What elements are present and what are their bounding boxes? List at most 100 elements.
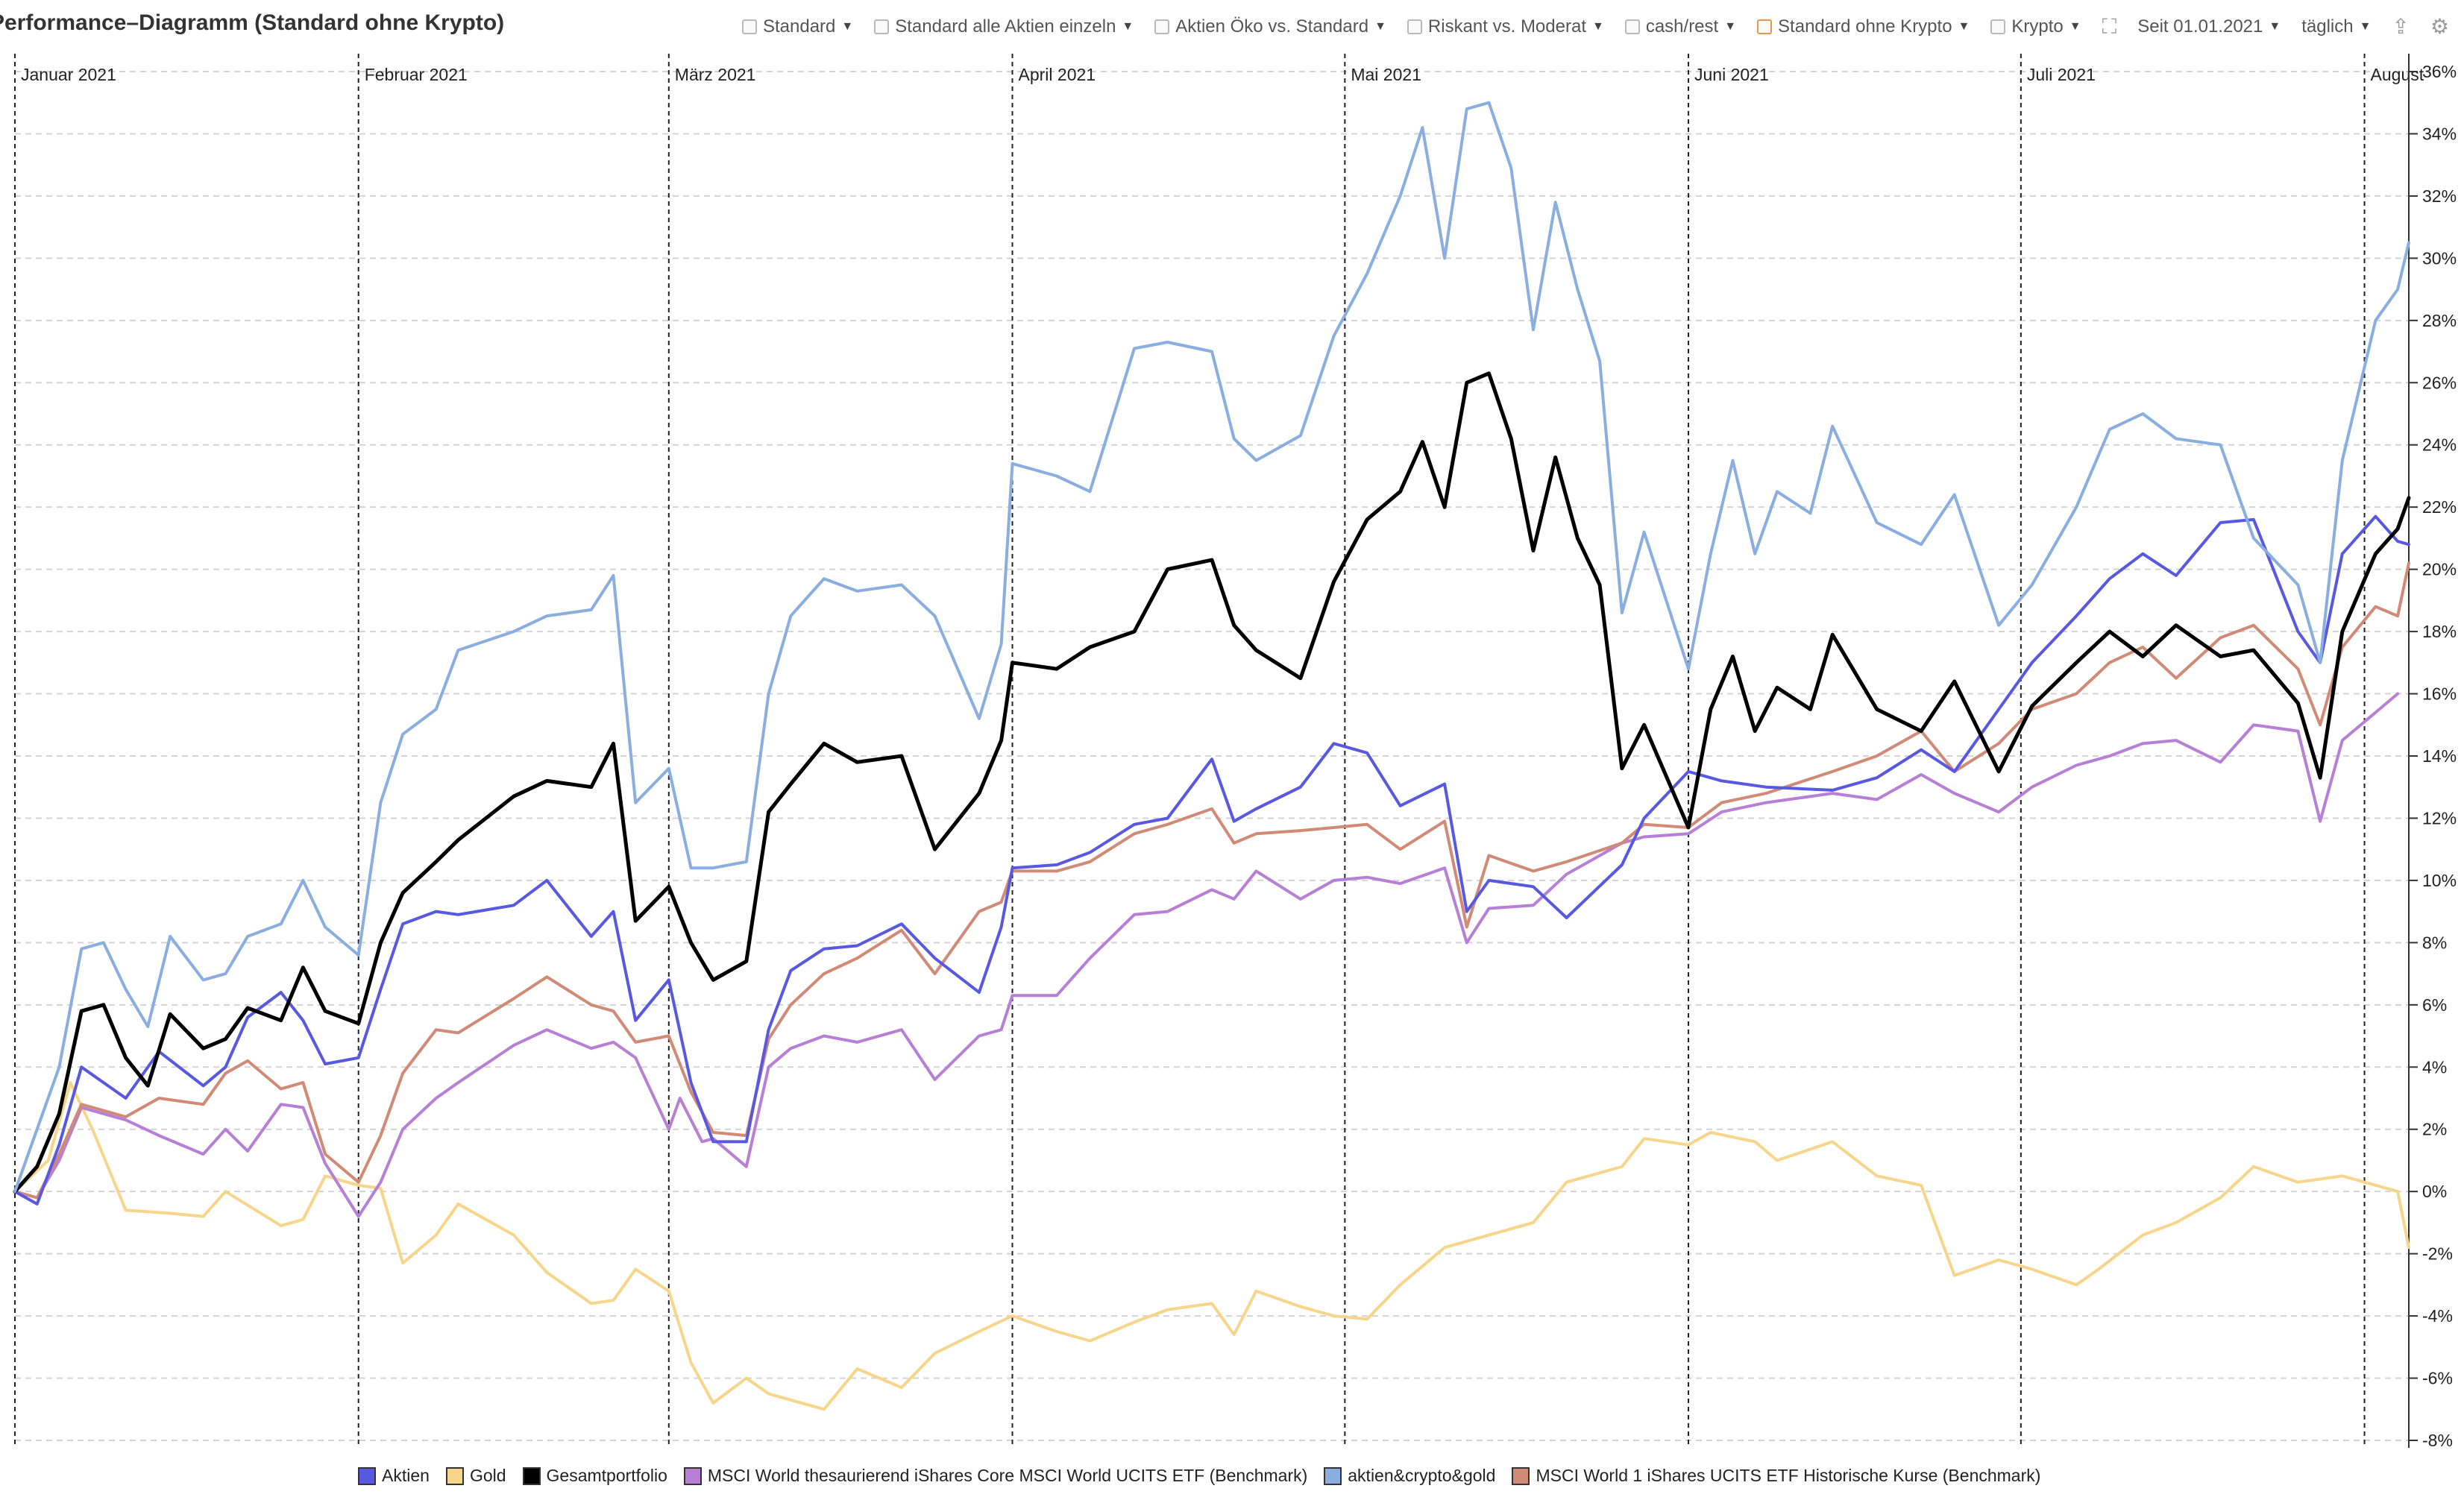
month-label: Juli 2021 (2027, 65, 2096, 84)
y-tick-label: 6% (2422, 995, 2447, 1015)
legend-swatch (358, 1466, 376, 1485)
performance-chart: Januar 2021 Februar 2021 März 2021 April 20… (13, 54, 2457, 1448)
legend-label: Gold (469, 1466, 506, 1485)
month-label: Juni 2021 (1694, 65, 1769, 84)
checkbox-icon[interactable] (1757, 19, 1773, 34)
y-tick-label: 34% (2422, 124, 2457, 143)
legend-item[interactable]: Aktien (358, 1466, 430, 1486)
legend-swatch (683, 1466, 702, 1485)
view-toggle-aktien-oeko[interactable]: Aktien Öko vs. Standard ▼ (1154, 16, 1386, 37)
view-label: cash/rest (1645, 16, 1719, 37)
view-toggle-krypto[interactable]: Krypto ▼ (1990, 16, 2081, 37)
period-label: Seit 01.01.2021 (2137, 16, 2263, 37)
y-axis: -8% -6% -4% -2% 0% 2% 4% 6% 8% 10% 12% 14% 16% 18% 20%… (2408, 54, 2457, 1448)
legend-item[interactable]: MSCI World 1 iShares UCITS ETF Historisc… (1512, 1466, 2040, 1486)
series-line (13, 692, 2400, 1218)
y-tick-label: -2% (2422, 1244, 2453, 1264)
y-tick-label: 20% (2422, 560, 2457, 579)
month-label: April 2021 (1019, 65, 1096, 84)
legend-item[interactable]: MSCI World thesaurierend iShares Core MS… (683, 1466, 1308, 1486)
expand-icon[interactable]: ⛶ (2102, 15, 2117, 38)
view-toggle-standard[interactable]: Standard ▼ (741, 16, 854, 37)
legend-label: Aktien (382, 1466, 430, 1485)
month-label: Mai 2021 (1351, 65, 1421, 84)
legend: Aktien Gold Gesamtportfolio MSCI World thes… (358, 1466, 2040, 1486)
caret-down-icon[interactable]: ▼ (2269, 20, 2281, 33)
y-tick-label: 12% (2422, 808, 2457, 828)
checkbox-icon[interactable] (874, 19, 890, 34)
caret-down-icon[interactable]: ▼ (1122, 20, 1134, 33)
caret-down-icon[interactable]: ▼ (2069, 20, 2081, 33)
y-tick-label: 26% (2422, 373, 2457, 392)
series-line (13, 101, 2410, 1194)
y-tick-label: 14% (2422, 746, 2457, 766)
series-line (13, 514, 2410, 1206)
checkbox-icon[interactable] (1407, 19, 1422, 34)
y-tick-label: -4% (2422, 1306, 2453, 1326)
export-icon[interactable]: ⇪ (2392, 15, 2410, 38)
chart-controls: Standard ▼ Standard alle Aktien einzeln … (741, 13, 2449, 40)
legend-item[interactable]: Gold (445, 1466, 506, 1486)
legend-swatch (1512, 1466, 1530, 1485)
y-tick-label: 4% (2422, 1057, 2447, 1077)
legend-swatch (1324, 1466, 1342, 1485)
interval-label: täglich (2301, 16, 2354, 37)
checkbox-icon[interactable] (1990, 19, 2006, 34)
y-tick-label: 18% (2422, 622, 2457, 641)
y-tick-label: -8% (2422, 1431, 2453, 1448)
month-label: Januar 2021 (21, 65, 116, 84)
view-toggle-standard-ohne-krypto[interactable]: Standard ohne Krypto ▼ (1757, 16, 1970, 37)
legend-label: MSCI World 1 iShares UCITS ETF Historisc… (1536, 1466, 2041, 1485)
view-label: Aktien Öko vs. Standard (1175, 16, 1369, 37)
y-tick-label: 0% (2422, 1182, 2447, 1201)
legend-label: aktien&crypto&gold (1348, 1466, 1496, 1485)
y-tick-label: 32% (2422, 186, 2457, 206)
caret-down-icon[interactable]: ▼ (1958, 20, 1970, 33)
y-tick-label: 30% (2422, 248, 2457, 268)
caret-down-icon[interactable]: ▼ (841, 20, 854, 33)
view-label: Riskant vs. Moderat (1427, 16, 1586, 37)
view-toggle-riskant[interactable]: Riskant vs. Moderat ▼ (1407, 16, 1604, 37)
caret-down-icon[interactable]: ▼ (2359, 20, 2372, 33)
checkbox-icon[interactable] (1624, 19, 1640, 34)
series-line (13, 1081, 2410, 1411)
series-lines (13, 101, 2411, 1411)
interval-select[interactable]: täglich ▼ (2301, 16, 2371, 37)
caret-down-icon[interactable]: ▼ (1724, 20, 1737, 33)
toolbar: Performance–Diagramm (Standard ohne Kryp… (0, 0, 2464, 54)
legend-label: MSCI World thesaurierend iShares Core MS… (707, 1466, 1308, 1485)
caret-down-icon[interactable]: ▼ (1591, 20, 1604, 33)
view-toggle-standard-alle-aktien[interactable]: Standard alle Aktien einzeln ▼ (874, 16, 1134, 37)
y-tick-label: 36% (2422, 62, 2457, 81)
month-label: Februar 2021 (365, 65, 468, 84)
view-label: Standard (762, 16, 836, 37)
y-tick-label: 16% (2422, 684, 2457, 704)
view-toggle-cash-rest[interactable]: cash/rest ▼ (1624, 16, 1737, 37)
y-tick-label: 24% (2422, 435, 2457, 455)
grid (15, 71, 2409, 1441)
legend-swatch (522, 1466, 541, 1485)
view-label: Krypto (2011, 16, 2064, 37)
settings-icon[interactable]: ⚙ (2430, 15, 2449, 38)
view-label: Standard alle Aktien einzeln (895, 16, 1116, 37)
view-label: Standard ohne Krypto (1778, 16, 1952, 37)
y-tick-label: 10% (2422, 871, 2457, 890)
period-select[interactable]: Seit 01.01.2021 ▼ (2137, 16, 2281, 37)
chart-title: Performance–Diagramm (Standard ohne Kryp… (0, 10, 505, 35)
month-markers: Januar 2021 Februar 2021 März 2021 April 20… (14, 54, 2424, 1448)
y-tick-label: 22% (2422, 497, 2457, 517)
legend-item[interactable]: Gesamtportfolio (522, 1466, 667, 1486)
checkbox-icon[interactable] (741, 19, 757, 34)
y-tick-label: 2% (2422, 1120, 2447, 1139)
legend-swatch (445, 1466, 464, 1485)
legend-item[interactable]: aktien&crypto&gold (1324, 1466, 1495, 1486)
series-line (13, 371, 2411, 1194)
caret-down-icon[interactable]: ▼ (1374, 20, 1386, 33)
y-tick-label: -6% (2422, 1369, 2453, 1388)
month-label: März 2021 (675, 65, 756, 84)
y-tick-label: 8% (2422, 933, 2447, 952)
checkbox-icon[interactable] (1154, 19, 1170, 34)
y-tick-label: 28% (2422, 311, 2457, 330)
month-label: August (2371, 65, 2424, 84)
legend-label: Gesamtportfolio (546, 1466, 667, 1485)
